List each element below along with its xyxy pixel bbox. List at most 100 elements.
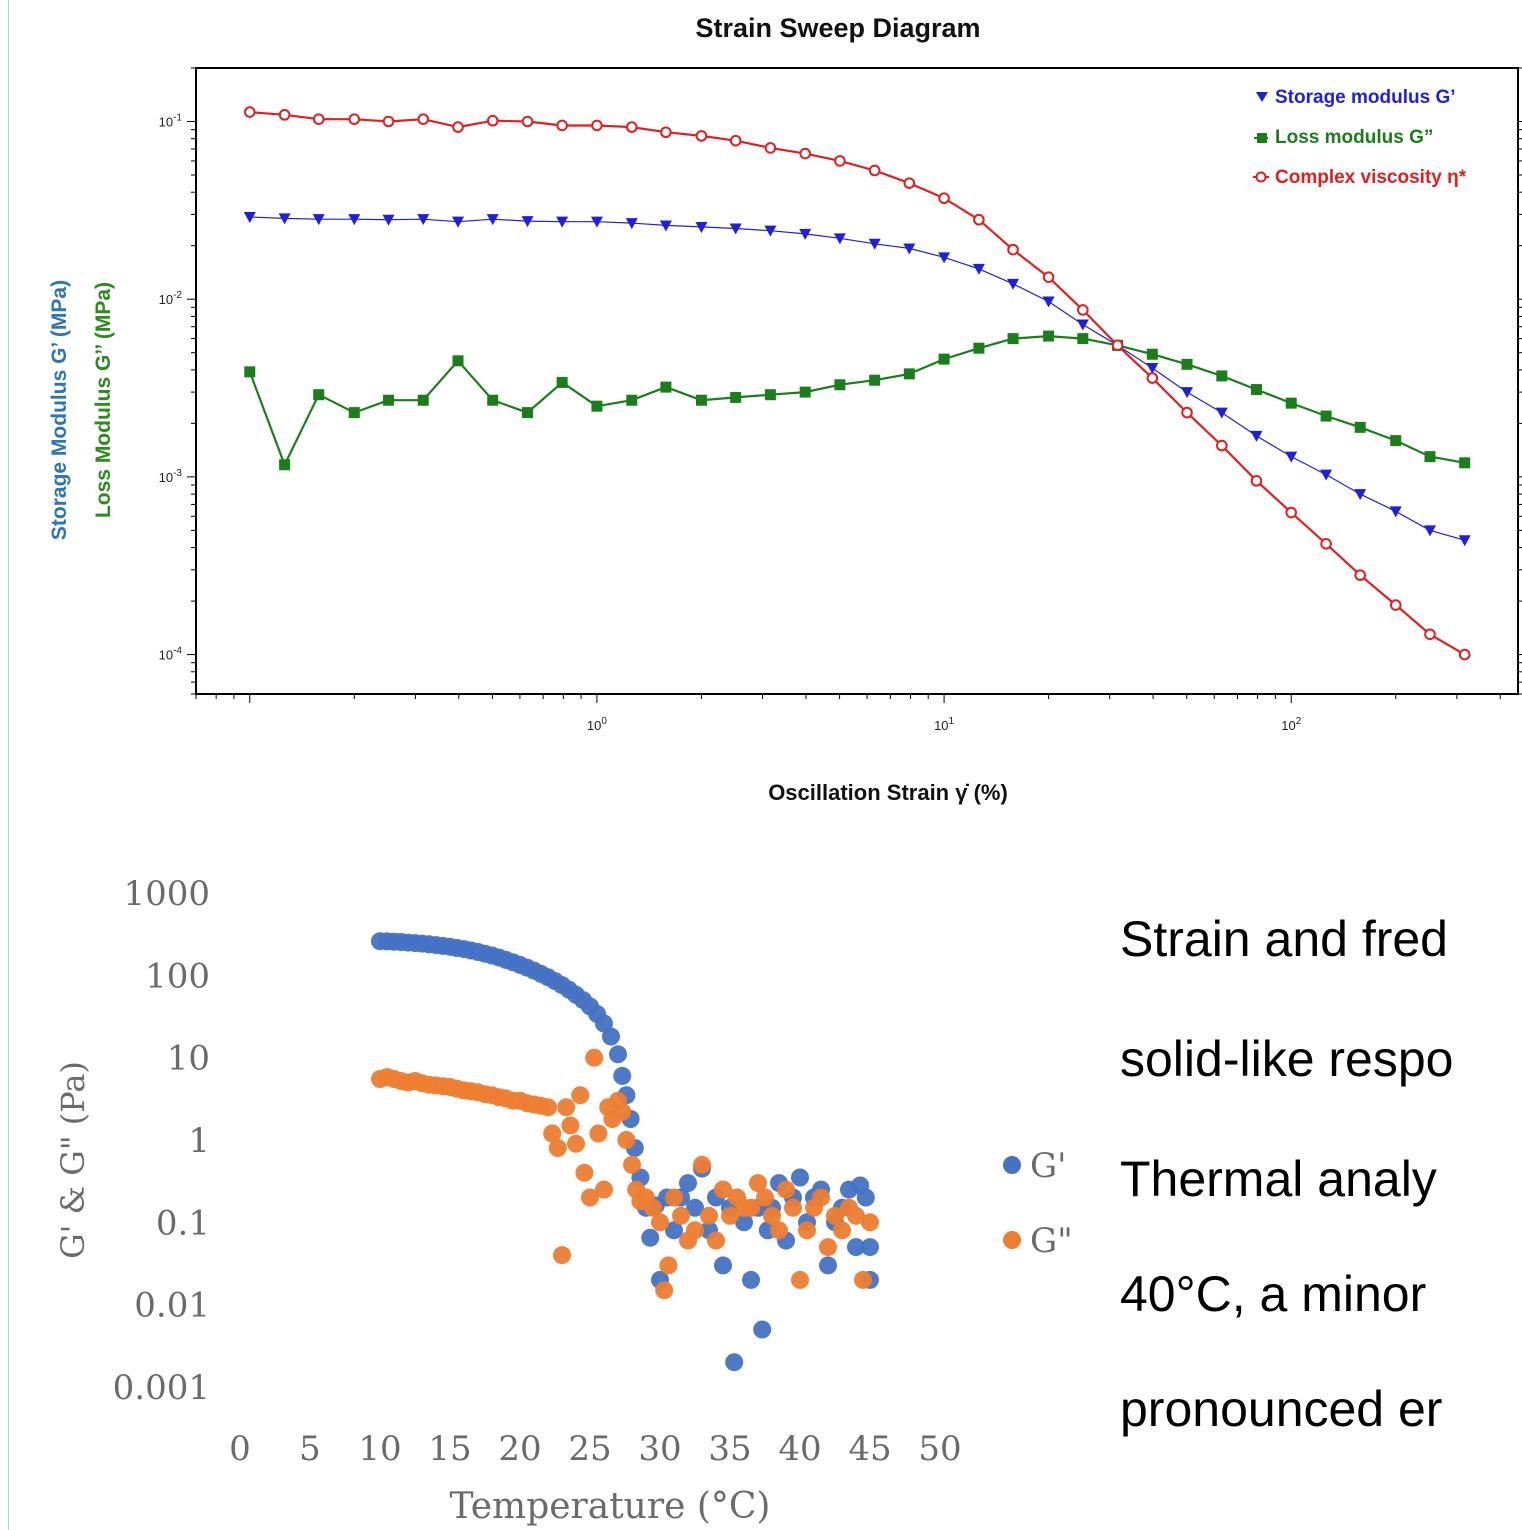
data-point-g-prime <box>819 1256 837 1275</box>
data-point-loss <box>279 459 291 471</box>
y-tick-label: 100 <box>145 956 210 996</box>
data-point-loss <box>244 366 256 378</box>
data-point-g-prime <box>714 1256 732 1275</box>
scatter-points <box>371 932 879 1372</box>
data-point-loss <box>1390 435 1402 447</box>
data-point-loss <box>903 368 915 380</box>
data-point-viscosity <box>799 147 811 160</box>
data-point-storage <box>312 214 325 226</box>
data-point-g-double-prime <box>548 1139 567 1157</box>
data-point-storage <box>1042 296 1055 308</box>
data-point-storage <box>486 214 499 226</box>
data-point-storage <box>659 220 672 232</box>
data-point-viscosity <box>1320 538 1332 550</box>
data-point-g-double-prime <box>665 1188 683 1207</box>
data-point-viscosity <box>1216 439 1228 452</box>
data-point-g-prime <box>735 1213 753 1232</box>
x-tick-label: 25 <box>568 1429 611 1469</box>
y-tick-label: 1 <box>188 1121 210 1161</box>
data-point-storage <box>278 213 291 225</box>
data-point-g-double-prime <box>539 1098 557 1117</box>
data-point-g-prime <box>725 1353 744 1372</box>
x-tick-label: 102 <box>1281 716 1301 733</box>
data-point-g-prime <box>753 1320 772 1339</box>
data-point-storage <box>938 252 951 264</box>
x-tick-label: 35 <box>708 1429 751 1469</box>
data-point-g-double-prime <box>707 1231 725 1250</box>
data-point-g-prime <box>791 1168 809 1187</box>
data-point-g-double-prime <box>567 1134 585 1153</box>
body-text-line: pronounced er <box>1120 1381 1443 1437</box>
data-point-viscosity <box>312 113 325 126</box>
data-point-loss <box>1354 421 1366 433</box>
legend-label: G' <box>1030 1146 1067 1186</box>
x-tick-label: 15 <box>428 1429 471 1469</box>
series-layer <box>243 106 1471 661</box>
data-point-viscosity <box>1354 569 1366 581</box>
data-point-g-double-prime <box>700 1206 718 1225</box>
data-point-g-double-prime <box>617 1131 636 1149</box>
data-point-loss <box>348 407 360 419</box>
x-tick-label: 40 <box>778 1429 821 1469</box>
data-point-storage <box>1423 525 1436 537</box>
data-point-storage <box>903 243 916 255</box>
data-point-g-double-prime <box>742 1198 760 1217</box>
body-text-line: Thermal analy <box>1120 1151 1437 1207</box>
data-point-g-double-prime <box>659 1256 678 1275</box>
x-tick-label: 20 <box>498 1429 541 1469</box>
data-point-g-double-prime <box>585 1048 604 1067</box>
slide-edge-line <box>8 0 9 1530</box>
data-point-g-double-prime <box>770 1221 788 1240</box>
legend-label: G" <box>1030 1221 1073 1261</box>
data-point-g-double-prime <box>714 1180 732 1199</box>
data-point-g-prime <box>856 1188 875 1207</box>
data-point-g-prime <box>679 1174 697 1193</box>
x-tick-label: 10 <box>358 1429 401 1469</box>
x-axis-label: Oscillation Strain γ̇ (%) <box>768 780 1008 805</box>
data-point-viscosity <box>1389 599 1402 611</box>
data-point-viscosity <box>625 121 638 133</box>
data-point-loss <box>938 353 950 365</box>
x-tick-label: 30 <box>638 1429 681 1469</box>
data-point-loss <box>1216 370 1228 382</box>
series-line <box>249 216 1465 541</box>
data-point-loss <box>556 376 568 388</box>
data-point-loss <box>522 407 534 419</box>
data-point-viscosity <box>1111 339 1124 352</box>
data-point-g-double-prime <box>655 1281 674 1300</box>
data-point-g-double-prime <box>756 1188 774 1207</box>
data-point-loss <box>1077 333 1089 345</box>
data-point-viscosity <box>1042 271 1055 283</box>
y-tick-label: 10 <box>167 1039 210 1079</box>
y-tick-label: 10-2 <box>159 290 183 307</box>
data-point-loss <box>417 394 429 406</box>
data-point-loss <box>1320 410 1332 422</box>
data-point-storage <box>833 233 846 245</box>
data-point-viscosity <box>521 115 534 128</box>
data-point-viscosity <box>1007 243 1019 256</box>
y-axis-label-storage: Storage Modulus G’ (MPa) <box>48 280 71 540</box>
data-point-storage <box>382 214 395 226</box>
y-tick-label: 10-4 <box>159 646 183 663</box>
data-point-storage <box>452 216 465 228</box>
x-tick-label: 100 <box>587 716 607 733</box>
data-point-loss <box>834 379 846 391</box>
data-point-loss <box>973 342 985 354</box>
data-point-viscosity <box>1146 372 1159 384</box>
data-point-storage <box>1354 489 1367 501</box>
plot-frame <box>195 67 1519 695</box>
data-point-g-double-prime <box>571 1086 590 1105</box>
x-tick-label: 45 <box>848 1429 891 1469</box>
data-point-loss <box>730 391 742 403</box>
data-point-viscosity <box>868 164 881 177</box>
data-point-g-double-prime <box>644 1198 662 1217</box>
data-point-viscosity <box>278 109 291 121</box>
data-point-g-double-prime <box>557 1098 576 1117</box>
data-point-g-double-prime <box>721 1206 739 1225</box>
data-point-loss <box>660 381 672 393</box>
data-point-loss <box>695 394 707 406</box>
y-tick-label: 0.1 <box>156 1203 210 1243</box>
data-point-storage <box>799 228 812 240</box>
data-point-storage <box>1146 362 1159 374</box>
data-point-viscosity <box>660 126 672 139</box>
